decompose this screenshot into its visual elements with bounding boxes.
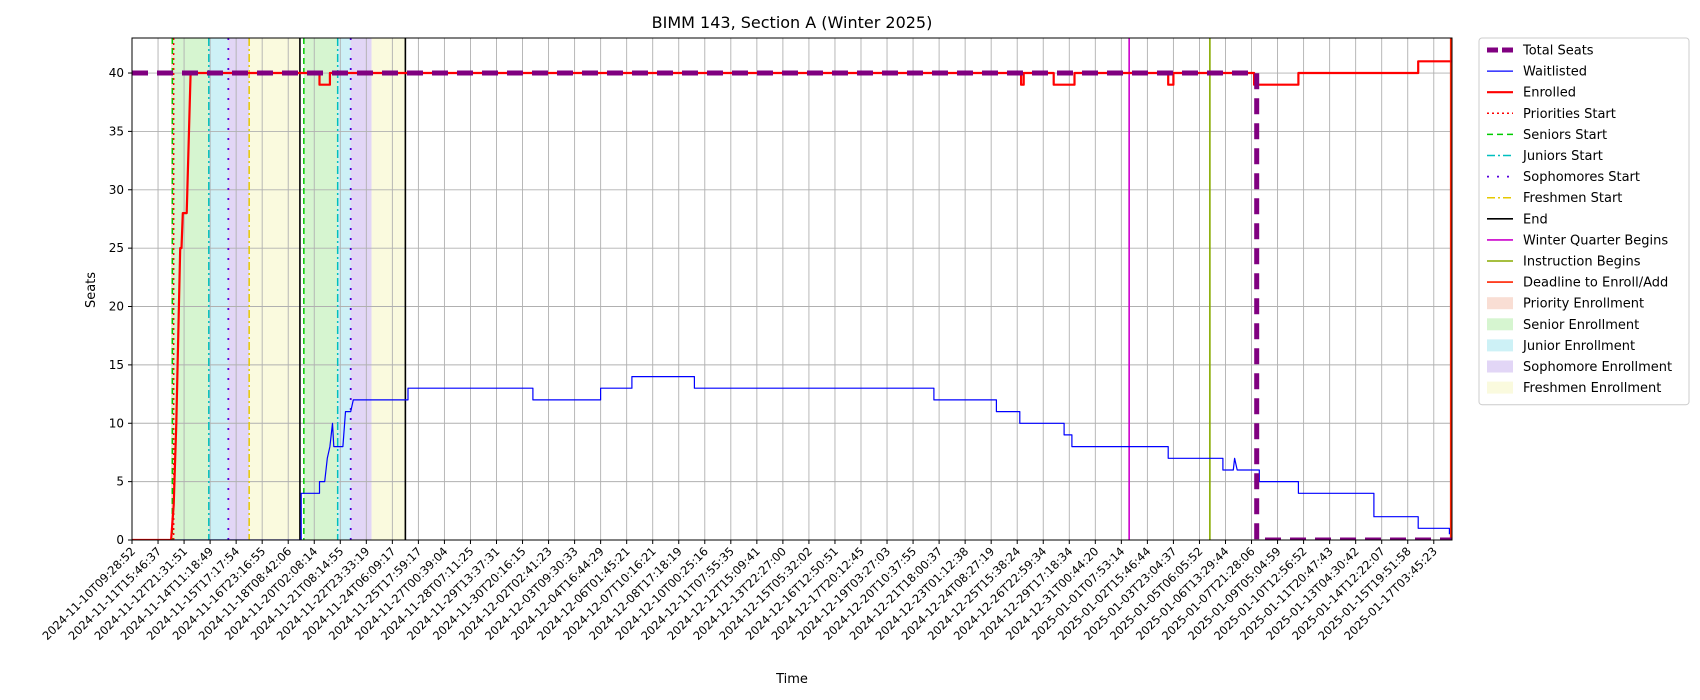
legend-label: Sophomores Start	[1523, 170, 1640, 185]
shaded-period	[350, 38, 372, 540]
series-line	[132, 376, 1451, 540]
shaded-period	[249, 38, 300, 540]
y-tick-label: 0	[116, 533, 124, 547]
legend-frame	[1478, 37, 1690, 406]
y-tick-label: 40	[109, 66, 124, 80]
legend-swatch	[1487, 339, 1513, 352]
legend-label: Seniors Start	[1523, 128, 1607, 143]
y-tick-label: 10	[109, 416, 124, 430]
legend: Total Seats Waitlisted Enrolled Priorities …	[1478, 37, 1690, 406]
legend-label: Winter Quarter Begins	[1523, 233, 1668, 248]
legend-swatch	[1487, 381, 1513, 394]
legend-label: Sophomore Enrollment	[1523, 360, 1672, 375]
shaded-period	[303, 38, 338, 540]
legend-swatch	[1487, 318, 1513, 331]
legend-label: End	[1523, 212, 1548, 227]
legend-label: Total Seats	[1522, 44, 1594, 59]
y-tick-label: 35	[109, 124, 124, 138]
shaded-period	[228, 38, 250, 540]
legend-label: Priority Enrollment	[1523, 297, 1644, 312]
y-tick-label: 25	[109, 241, 124, 255]
legend-label: Senior Enrollment	[1523, 318, 1639, 333]
legend-label: Freshmen Start	[1523, 191, 1622, 206]
legend-label: Freshmen Enrollment	[1523, 381, 1661, 396]
y-tick-label: 20	[109, 300, 124, 314]
shaded-period	[208, 38, 229, 540]
legend-label: Waitlisted	[1523, 65, 1587, 80]
plot-area: 05101520253035402024-11-10T09:28:522024-…	[39, 37, 1453, 643]
series-line	[132, 60, 1452, 540]
legend-label: Enrolled	[1523, 86, 1576, 101]
legend-swatch	[1487, 360, 1513, 373]
y-axis-label: Seats	[84, 272, 99, 308]
shaded-period	[337, 38, 351, 540]
legend-label: Deadline to Enroll/Add	[1523, 276, 1668, 291]
legend-label: Junior Enrollment	[1522, 339, 1635, 354]
x-axis-label: Time	[775, 672, 808, 687]
legend-label: Juniors Start	[1522, 149, 1603, 164]
series-line	[132, 70, 1452, 540]
y-tick-label: 15	[109, 358, 124, 372]
legend-swatch	[1487, 297, 1513, 310]
y-tick-label: 5	[116, 475, 124, 489]
legend-label: Instruction Begins	[1523, 255, 1641, 270]
plot-frame	[131, 37, 1453, 541]
chart-title: BIMM 143, Section A (Winter 2025)	[652, 13, 933, 32]
shaded-period	[371, 38, 406, 540]
y-tick-label: 30	[109, 183, 124, 197]
legend-label: Priorities Start	[1523, 107, 1616, 122]
